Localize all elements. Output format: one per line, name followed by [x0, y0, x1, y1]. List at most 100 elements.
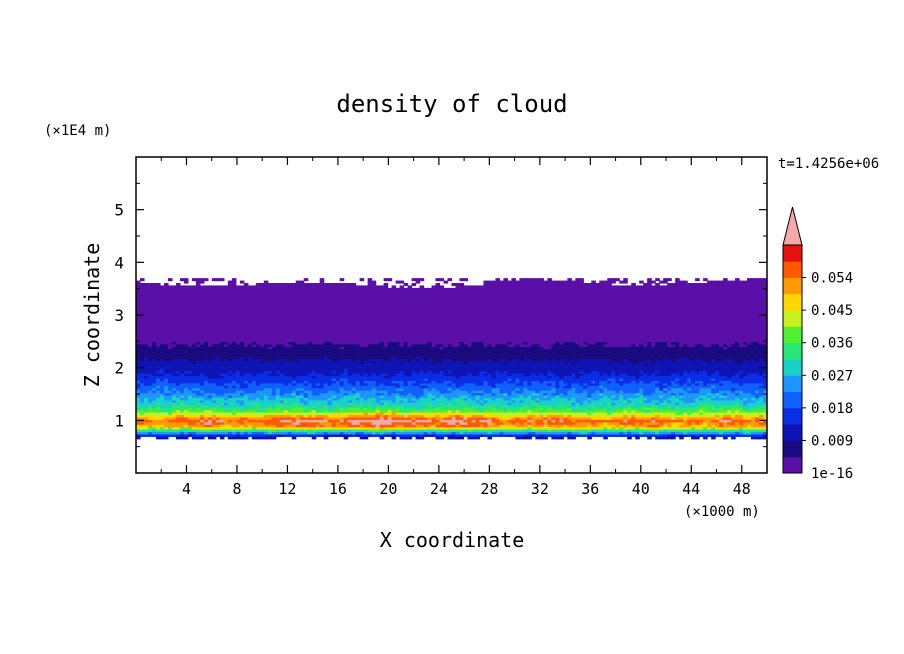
heat-cell	[395, 421, 401, 425]
heat-cell	[471, 421, 477, 425]
heat-cell	[595, 375, 600, 379]
heat-cell	[267, 431, 273, 435]
heat-cell	[291, 404, 297, 408]
heat-cell	[583, 387, 588, 391]
heat-cell	[423, 419, 429, 423]
heat-cell	[159, 416, 165, 420]
heat-cell	[327, 407, 333, 411]
heat-cell	[187, 363, 193, 367]
heat-cell	[259, 387, 265, 391]
heat-cell	[607, 424, 612, 428]
heat-cell	[535, 363, 540, 367]
heat-cell	[483, 370, 489, 374]
heat-cell	[235, 392, 241, 396]
heat-cell	[671, 409, 676, 413]
heat-cell	[383, 429, 389, 433]
heat-cell	[675, 419, 680, 423]
heat-cell	[187, 426, 193, 430]
heat-cell	[707, 421, 712, 425]
heat-cell	[535, 433, 540, 437]
heat-cell	[563, 421, 568, 425]
heat-cell	[371, 399, 377, 403]
heat-cell	[727, 392, 732, 396]
heat-cell	[483, 404, 489, 408]
heat-cell	[623, 382, 628, 386]
heat-cell	[551, 370, 556, 374]
heat-cell	[191, 421, 197, 425]
heat-cell	[531, 365, 536, 369]
heat-cell	[595, 414, 600, 418]
heat-cell	[579, 385, 584, 389]
heat-cell	[423, 365, 429, 369]
heat-cell	[475, 407, 481, 411]
heat-cell	[455, 416, 461, 420]
heat-cell	[579, 431, 584, 435]
heat-cell	[163, 377, 169, 381]
heat-cell	[367, 402, 373, 406]
heat-cell	[371, 385, 377, 389]
heat-cell	[355, 416, 361, 420]
heat-cell	[331, 421, 337, 425]
heat-cell	[363, 394, 369, 398]
heat-cell	[239, 387, 245, 391]
heat-cell	[547, 363, 552, 367]
heat-cell	[615, 390, 620, 394]
heat-cell	[203, 421, 209, 425]
heat-cell	[199, 426, 205, 430]
heat-cell	[395, 363, 401, 367]
heat-cell	[171, 429, 177, 433]
heat-cell	[475, 373, 481, 377]
heat-cell	[747, 421, 752, 425]
heat-cell	[355, 390, 361, 394]
heat-cell	[603, 387, 608, 391]
heat-cell	[483, 394, 489, 398]
heat-cell	[375, 390, 381, 394]
heat-cell	[531, 363, 536, 367]
heat-cell	[679, 421, 684, 425]
heat-cell	[555, 404, 560, 408]
heat-cell	[299, 387, 305, 391]
heat-cell	[395, 433, 401, 437]
heat-cell	[435, 421, 441, 425]
heat-cell	[207, 416, 213, 420]
heat-cell	[535, 360, 540, 364]
heat-cell	[599, 426, 604, 430]
heat-cell	[291, 419, 297, 423]
heat-cell	[615, 385, 620, 389]
heat-cell	[167, 409, 173, 413]
heat-cell	[587, 431, 592, 435]
heat-cell	[615, 433, 620, 437]
heat-cell	[347, 365, 353, 369]
heat-cell	[355, 382, 361, 386]
heat-cell	[415, 416, 421, 420]
heat-cell	[159, 409, 165, 413]
heat-cell	[551, 373, 556, 377]
heat-cell	[175, 390, 181, 394]
heat-cell	[723, 424, 728, 428]
heat-cell	[311, 382, 317, 386]
heat-cell	[379, 368, 385, 372]
heat-cell	[231, 409, 237, 413]
heat-cell	[711, 402, 716, 406]
heat-cell	[387, 375, 393, 379]
heat-cell	[199, 394, 205, 398]
heat-cell	[199, 387, 205, 391]
heat-cell	[335, 419, 341, 423]
heat-cell	[671, 380, 676, 384]
heat-cell	[443, 392, 449, 396]
heat-cell	[747, 363, 752, 367]
heat-cell	[559, 404, 564, 408]
heat-cell	[643, 426, 648, 430]
heat-cell	[147, 360, 153, 364]
heat-cell	[463, 404, 469, 408]
heat-cell	[223, 416, 229, 420]
heat-cell	[491, 409, 497, 413]
heat-cell	[755, 407, 760, 411]
heat-cell	[255, 373, 261, 377]
heat-cell	[136, 404, 141, 408]
heat-cell	[711, 390, 716, 394]
heat-cell	[559, 421, 564, 425]
heat-cell	[607, 365, 612, 369]
heat-cell	[279, 424, 285, 428]
heat-cell	[539, 387, 544, 391]
